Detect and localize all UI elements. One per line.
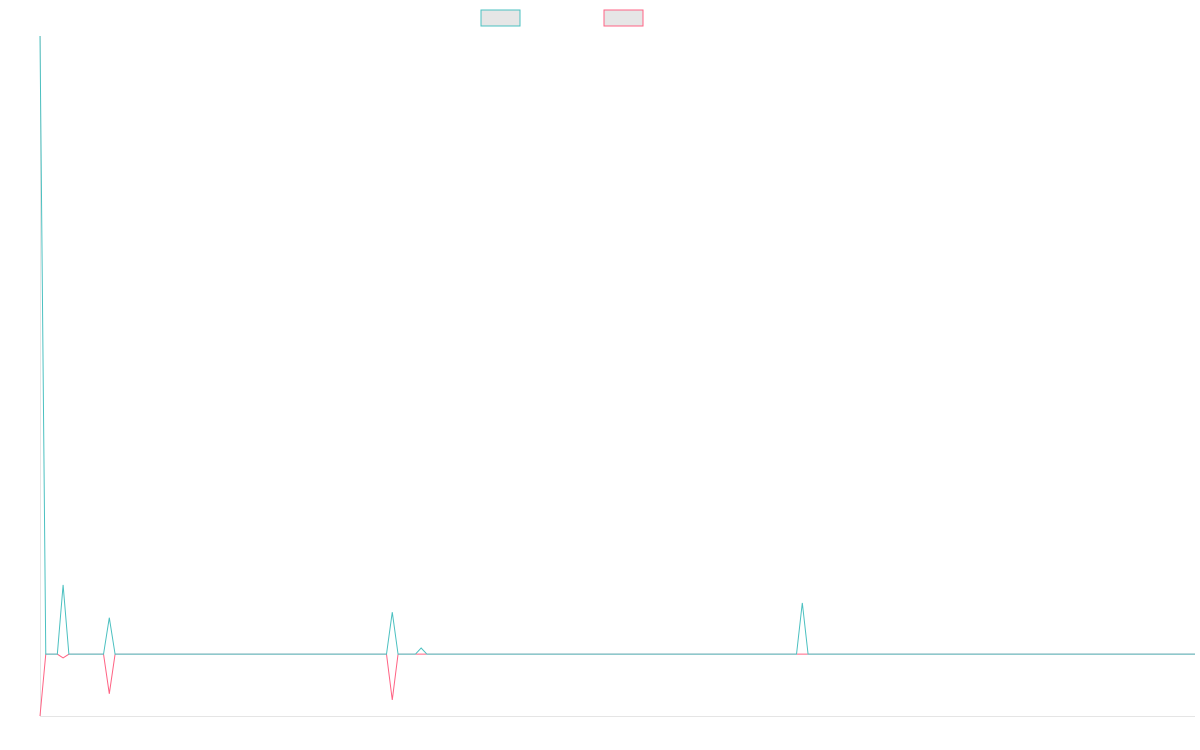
legend-swatch[interactable]: [603, 9, 644, 27]
data-line: [39, 35, 1195, 655]
legend-swatch[interactable]: [480, 9, 521, 27]
data-line: [39, 653, 1195, 717]
